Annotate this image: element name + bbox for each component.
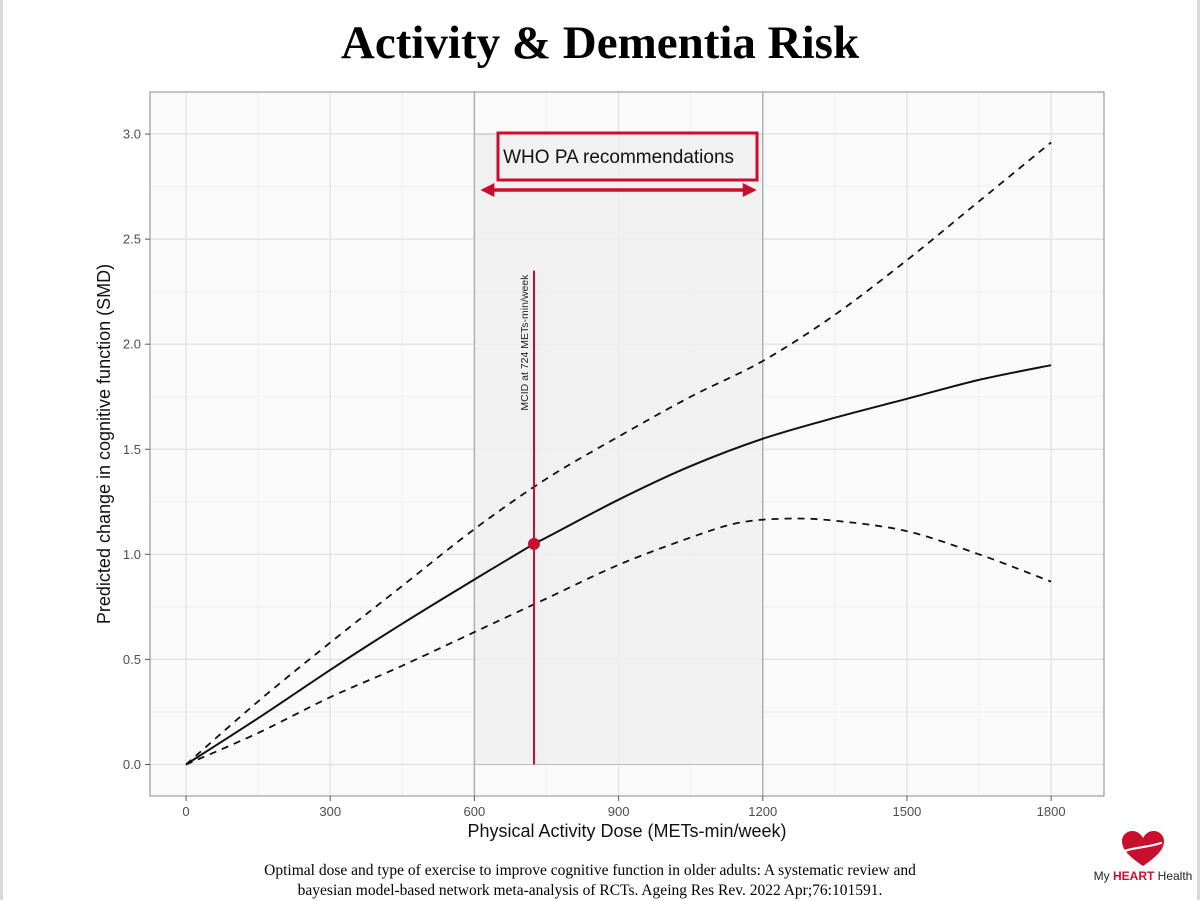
x-tick-label: 1500 bbox=[892, 804, 921, 819]
x-tick-label: 1200 bbox=[748, 804, 777, 819]
series-line-predicted bbox=[185, 364, 1052, 766]
mcid-marker-label: MCID at 724 METs-min/week bbox=[519, 274, 531, 411]
arrow-head-right bbox=[742, 183, 757, 197]
x-axis-ticks: 0 300 600 900 1200 1500 1800 bbox=[182, 796, 1066, 819]
logo-text-suffix: Health bbox=[1154, 869, 1193, 883]
slide-title: Activity & Dementia Risk bbox=[340, 17, 860, 69]
logo-text: My HEART Health bbox=[1093, 869, 1193, 883]
plot-frame bbox=[149, 91, 1105, 797]
y-axis-label: Predicted change in cognitive function (… bbox=[94, 264, 114, 624]
who-label: WHO PA recommendations bbox=[503, 147, 734, 168]
y-tick-label: 1.5 bbox=[123, 442, 141, 457]
who-label-box bbox=[496, 131, 759, 182]
x-tick-label: 0 bbox=[182, 804, 189, 819]
citation: Optimal dose and type of exercise to imp… bbox=[160, 861, 1020, 901]
y-axis-ticks: 0.0 0.5 1.0 1.5 2.0 2.5 3.0 bbox=[123, 127, 150, 772]
y-tick-label: 0.5 bbox=[123, 652, 141, 667]
series-lines bbox=[185, 141, 1052, 766]
y-tick-label: 0.0 bbox=[123, 757, 141, 772]
who-recommendation-band bbox=[473, 133, 764, 765]
y-tick-label: 2.5 bbox=[123, 232, 141, 247]
citation-line-1: Optimal dose and type of exercise to imp… bbox=[264, 862, 916, 879]
x-tick-label: 300 bbox=[319, 804, 341, 819]
citation-line-2: bayesian model-based network meta-analys… bbox=[297, 882, 883, 899]
x-axis-label: Physical Activity Dose (METs-min/week) bbox=[467, 821, 786, 841]
mcid-marker-point bbox=[528, 537, 541, 550]
arrow-head-left bbox=[480, 183, 495, 197]
logo-text-prefix: My bbox=[1093, 869, 1113, 883]
logo-text-bold: HEART bbox=[1112, 869, 1155, 883]
x-tick-label: 900 bbox=[608, 804, 630, 819]
y-tick-label: 1.0 bbox=[123, 547, 141, 562]
series-line-upper-ci bbox=[185, 141, 1052, 766]
y-tick-label: 2.0 bbox=[123, 337, 141, 352]
x-tick-label: 600 bbox=[464, 804, 486, 819]
y-tick-label: 3.0 bbox=[123, 127, 141, 142]
x-tick-label: 1800 bbox=[1037, 804, 1066, 819]
series-line-lower-ci bbox=[185, 517, 1052, 766]
who-range-arrow bbox=[480, 183, 757, 197]
heart-icon bbox=[1122, 831, 1164, 866]
my-heart-health-logo: My HEART Health bbox=[1093, 830, 1193, 900]
